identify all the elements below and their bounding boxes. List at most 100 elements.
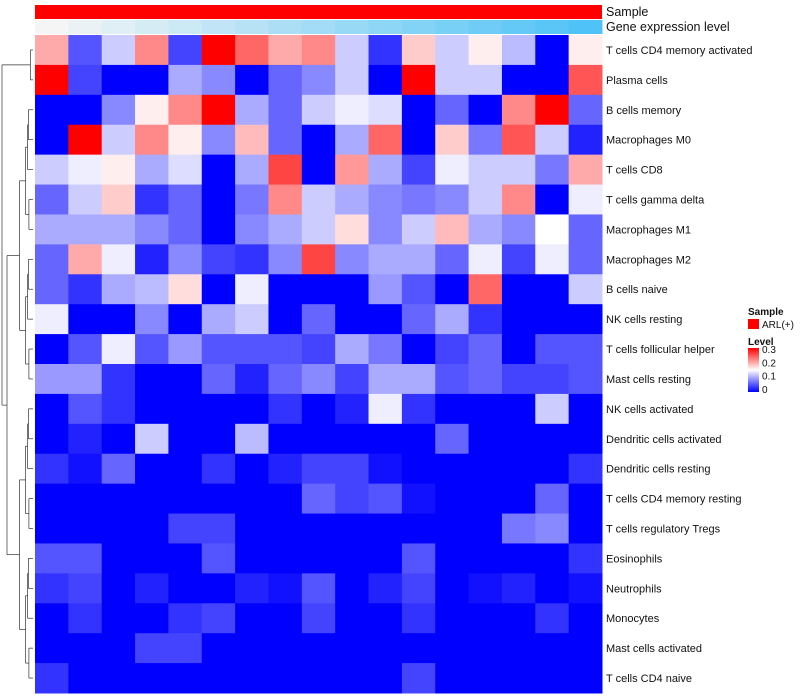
- heatmap-cell: [201, 244, 236, 275]
- heatmap-cell: [168, 543, 203, 574]
- heatmap-cell: [135, 35, 169, 66]
- heatmap-cell: [301, 64, 336, 96]
- legend-tick-label: 0.3: [762, 345, 776, 356]
- row-label: T cells CD4 memory resting: [606, 494, 742, 506]
- heatmap-cell: [501, 124, 536, 156]
- heatmap-cell: [268, 214, 303, 245]
- gene-expression-annotation-cell: [201, 20, 236, 34]
- heatmap-cell: [101, 393, 136, 425]
- heatmap-cell: [435, 573, 470, 604]
- heatmap-cell: [368, 573, 403, 604]
- heatmap-cell: [268, 603, 303, 634]
- heatmap-cell: [35, 483, 69, 515]
- heatmap-cell: [168, 304, 203, 335]
- heatmap-cell: [468, 334, 503, 365]
- gene-expression-annotation-cell: [101, 20, 136, 34]
- heatmap-cell: [235, 573, 269, 604]
- heatmap-cell: [135, 214, 169, 245]
- heatmap-cell: [435, 274, 470, 305]
- row-label: Mast cells activated: [606, 643, 702, 655]
- heatmap-cell: [135, 543, 169, 574]
- row-label: Macrophages M0: [606, 135, 691, 147]
- heatmap-cell: [335, 304, 370, 335]
- legend-sample-item: ARL(+): [762, 320, 794, 331]
- heatmap-cell: [468, 573, 503, 604]
- heatmap-cell: [135, 603, 169, 634]
- heatmap-cell: [335, 214, 370, 245]
- heatmap-cell: [101, 94, 136, 126]
- heatmap-cell: [201, 274, 236, 305]
- heatmap-cell: [501, 214, 536, 245]
- heatmap-cell: [68, 244, 103, 275]
- heatmap-cell: [135, 483, 169, 515]
- heatmap-cell: [168, 124, 203, 156]
- heatmap-cell: [501, 274, 536, 305]
- heatmap-cell: [201, 423, 236, 455]
- heatmap-cell: [568, 94, 603, 126]
- heatmap-cell: [335, 124, 370, 156]
- heatmap-cell: [301, 453, 336, 485]
- heatmap-cell: [535, 663, 570, 694]
- heatmap-cell: [101, 543, 136, 574]
- heatmap-cell: [401, 274, 436, 305]
- heatmap-cell: [535, 124, 570, 156]
- row-label: Monocytes: [606, 613, 660, 625]
- heatmap-cell: [35, 423, 69, 455]
- heatmap-cell: [535, 274, 570, 305]
- heatmap-cell: [568, 423, 603, 455]
- heatmap-cell: [168, 663, 203, 694]
- heatmap-cell: [501, 304, 536, 335]
- heatmap-cell: [68, 423, 103, 455]
- heatmap-cell: [35, 244, 69, 275]
- heatmap-cell: [568, 214, 603, 245]
- heatmap-cell: [68, 513, 103, 544]
- row-label: T cells regulatory Tregs: [606, 524, 721, 536]
- gene-expression-annotation-cell: [435, 20, 470, 34]
- heatmap-cell: [501, 35, 536, 66]
- heatmap-cell: [435, 633, 470, 664]
- heatmap-cell: [435, 244, 470, 275]
- heatmap-cell: [135, 364, 169, 395]
- heatmap-cell: [335, 603, 370, 634]
- legend-tick-label: 0.2: [762, 358, 776, 369]
- heatmap-cell: [101, 573, 136, 604]
- heatmap-cell: [401, 423, 436, 455]
- heatmap-cell: [335, 393, 370, 425]
- legend: Sample ARL(+) Level 0.3 0.2 0.1 0: [748, 307, 794, 396]
- heatmap-cell: [535, 334, 570, 365]
- legend-level-title: Level: [748, 337, 774, 348]
- heatmap-cell: [301, 304, 336, 335]
- legend-level-ticks: 0.3 0.2 0.1 0: [762, 345, 776, 396]
- gene-expression-annotation-cell: [301, 20, 336, 34]
- heatmap-cell: [368, 513, 403, 544]
- heatmap-cell: [468, 633, 503, 664]
- heatmap-cell: [35, 513, 69, 544]
- heatmap-cell: [135, 244, 169, 275]
- heatmap-cell: [201, 393, 236, 425]
- heatmap-cell: [68, 453, 103, 485]
- heatmap-cell: [568, 244, 603, 275]
- row-labels: T cells CD4 memory activated Plasma cells…: [606, 45, 753, 685]
- heatmap-cell: [401, 453, 436, 485]
- heatmap-cell: [401, 393, 436, 425]
- gene-expression-annotation-cell: [235, 20, 269, 34]
- heatmap-cell: [435, 184, 470, 215]
- heatmap-cell: [68, 214, 103, 245]
- heatmap-cell: [235, 184, 269, 215]
- heatmap-cell: [568, 663, 603, 694]
- heatmap-cell: [101, 633, 136, 664]
- heatmap-cell: [68, 64, 103, 96]
- heatmap-cell: [501, 453, 536, 485]
- heatmap-cell: [435, 334, 470, 365]
- heatmap-cell: [235, 244, 269, 275]
- heatmap-cell: [568, 35, 603, 66]
- heatmap-cell: [201, 573, 236, 604]
- heatmap-cell: [568, 393, 603, 425]
- gene-expression-annotation-cell: [168, 20, 203, 34]
- heatmap-cell: [501, 64, 536, 96]
- heatmap-cell: [568, 453, 603, 485]
- heatmap-cell: [401, 364, 436, 395]
- heatmap-cell: [268, 274, 303, 305]
- heatmap-cell: [201, 513, 236, 544]
- heatmap-cell: [268, 35, 303, 66]
